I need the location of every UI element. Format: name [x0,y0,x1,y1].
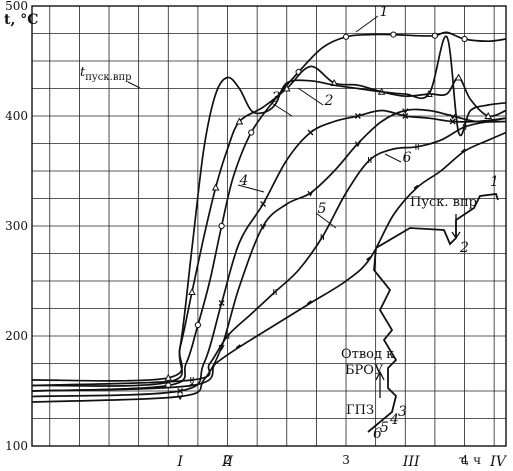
data-point [177,394,184,401]
curve-leader [297,87,324,106]
x-tick-label: 4 [461,453,469,467]
series-line-1 [31,31,507,392]
inset-point-label: 6 [373,426,382,442]
inset-point-label: 5 [380,420,389,436]
data-point [260,223,267,230]
curve-label: 1 [380,4,389,20]
data-point [307,190,314,197]
data-point [454,73,463,81]
data-point [368,157,372,163]
data-point [177,388,184,394]
data-point [366,256,372,261]
data-point [390,31,397,38]
data-point [235,117,244,125]
tpusk-sub: пуск.впр [85,72,131,83]
curve-leader [269,101,293,117]
data-point [449,113,456,120]
labels-group: 1 2 3 4 5 6 tпуск.впр [80,4,412,229]
data-point [282,84,291,92]
data-point [211,183,220,191]
curve-label: 3 [272,90,281,106]
data-point [431,32,438,39]
data-point [218,300,225,306]
data-point [306,300,313,305]
inset-point-label: 3 [398,404,407,420]
series-line-5 [31,131,507,392]
phase-marker-label: III [402,454,420,470]
series-line-7 [31,35,507,387]
data-point [260,201,267,207]
y-tick-label: 100 [5,439,28,453]
curve-leader [384,153,402,163]
data-point [354,113,361,119]
curve-leader [237,184,265,193]
pusk-arrow [451,214,461,240]
inset-point-label: 2 [459,240,469,256]
otvod-arrow [375,370,385,398]
curve-label: 2 [324,93,334,109]
data-point [225,333,230,339]
gpz-label: ГПЗ [346,403,374,418]
y-axis-label: t, °C [4,12,38,28]
data-point [188,287,196,295]
data-point [320,234,325,240]
data-point [402,113,409,119]
data-point [273,289,277,295]
data-point [415,143,419,150]
x-axis-label: τ, ч [459,453,481,467]
series-line-3 [31,109,507,398]
x-tick-label: 2 [224,453,232,467]
y-tick-label: 300 [5,219,28,233]
data-point [248,129,255,136]
series-group [31,31,507,403]
inset-point-label: 4 [389,412,399,428]
phase-marker-label: I [176,454,183,470]
x-tick-label: 3 [342,453,350,467]
tpusk-leader [127,81,141,89]
series-line-6 [31,117,507,387]
data-point [342,33,350,40]
plot-frame [31,5,507,447]
data-point [449,118,456,125]
tpusk-main: t [80,65,86,80]
y-tick-label: 400 [5,109,28,123]
otvod-label-1: Отвод к [341,347,394,362]
curve-label: 4 [239,173,249,189]
data-point [460,148,467,153]
data-point [307,129,314,136]
y-tick-label: 200 [5,329,28,343]
phase-marker-label: II [221,454,234,470]
data-point [484,111,493,119]
curve-label: 5 [318,201,327,217]
startup-path [367,193,499,433]
grid [31,5,507,447]
data-point [402,108,409,115]
data-point [235,344,241,349]
inset-point-label: 1 [490,174,499,190]
data-point [413,184,419,190]
otvod-label-2: БРОУ [345,363,384,378]
series-line-4 [31,108,507,403]
tpusk-label: tпуск.впр [80,65,132,83]
data-point [354,141,361,148]
data-point [190,377,194,383]
phase-marker-label: IV [489,454,508,470]
data-point [188,382,194,388]
data-point [461,35,468,43]
data-point [194,321,201,329]
y-tick-label: 500 [5,0,28,13]
curve-leader [315,212,337,229]
data-point [218,222,225,230]
data-point [164,373,173,381]
curve-label: 6 [403,150,412,166]
curve-leader [355,15,379,33]
pusk-vpr-label: Пуск. впр [410,195,477,210]
